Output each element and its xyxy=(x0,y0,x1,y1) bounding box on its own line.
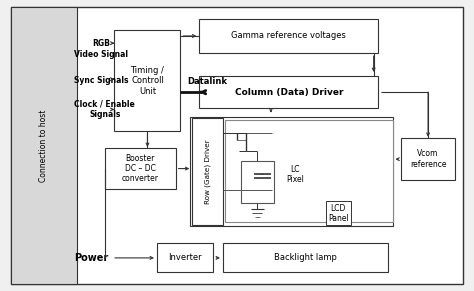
Text: Timing /
Controll
Unit: Timing / Controll Unit xyxy=(130,66,164,95)
Text: Vcom
reference: Vcom reference xyxy=(410,150,447,169)
Bar xyxy=(199,19,378,53)
Bar xyxy=(401,138,455,180)
Text: Booster
DC – DC
converter: Booster DC – DC converter xyxy=(122,154,159,183)
Text: Gamma reference voltages: Gamma reference voltages xyxy=(231,31,346,40)
Text: Column (Data) Driver: Column (Data) Driver xyxy=(235,88,343,97)
Text: LC
Pixel: LC Pixel xyxy=(286,165,304,184)
Text: Connection to host: Connection to host xyxy=(39,109,48,182)
Bar xyxy=(223,244,388,272)
Bar xyxy=(11,7,77,284)
Bar xyxy=(241,161,274,203)
Bar xyxy=(225,120,392,222)
Bar xyxy=(105,148,176,189)
Text: Sync Signals: Sync Signals xyxy=(74,76,129,85)
Bar xyxy=(190,117,392,226)
Text: Datalink: Datalink xyxy=(188,77,228,86)
Text: LCD
Panel: LCD Panel xyxy=(328,203,349,223)
Text: Power: Power xyxy=(74,253,109,263)
Bar xyxy=(157,244,213,272)
Text: Row (Gate) Driver: Row (Gate) Driver xyxy=(204,139,211,204)
Text: Inverter: Inverter xyxy=(168,253,202,262)
Text: Backlight lamp: Backlight lamp xyxy=(274,253,337,262)
Text: Clock / Enable
Signals: Clock / Enable Signals xyxy=(74,100,135,119)
Text: RGB
Video Signal: RGB Video Signal xyxy=(74,39,128,59)
Bar xyxy=(115,30,181,131)
Bar xyxy=(192,118,223,225)
Bar xyxy=(199,76,378,108)
